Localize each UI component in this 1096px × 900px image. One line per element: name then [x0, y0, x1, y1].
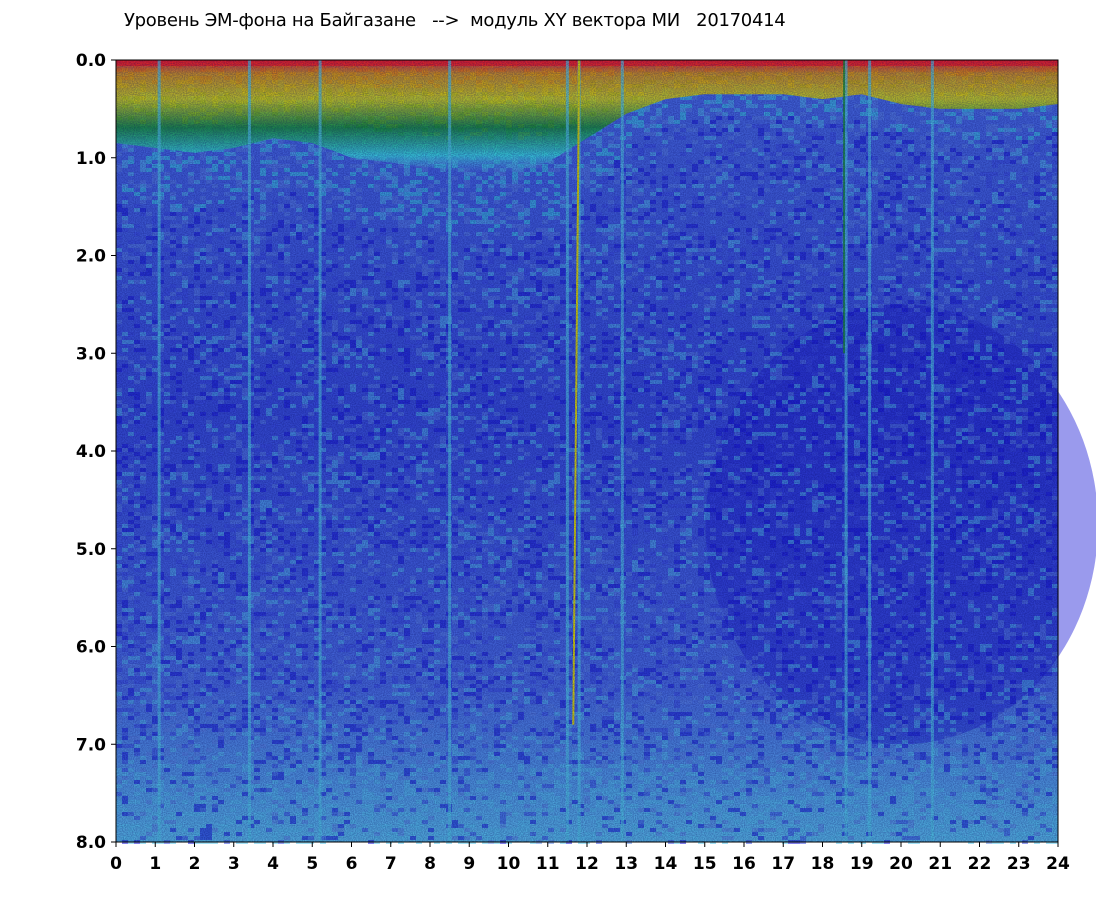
chart-title: Уровень ЭМ-фона на Байгазане --> модуль …	[124, 10, 786, 31]
plot-area	[116, 59, 1096, 844]
